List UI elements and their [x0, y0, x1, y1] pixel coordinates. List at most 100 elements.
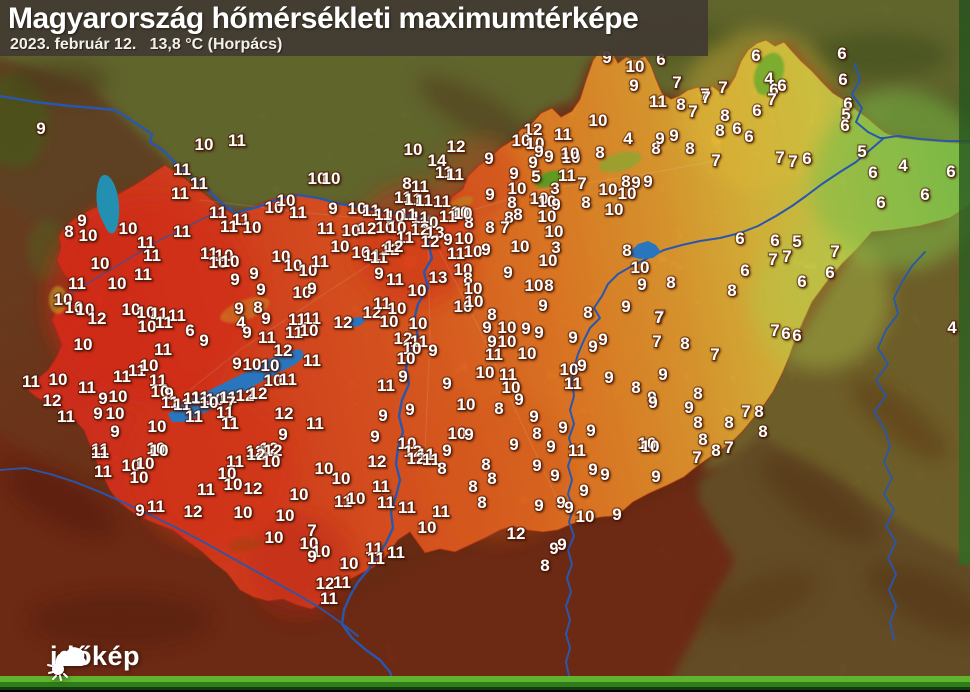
- station-temp-label: 5: [531, 167, 540, 186]
- station-temp-label: 10: [525, 276, 544, 295]
- station-temp-label: 7: [500, 218, 509, 237]
- station-temp-label: 10: [512, 131, 531, 150]
- station-temp-label: 10: [631, 258, 650, 277]
- station-temp-label: 10: [511, 237, 530, 256]
- station-temp-label: 8: [621, 172, 630, 191]
- station-temp-label: 11: [554, 125, 572, 144]
- station-temp-label: 10: [457, 395, 476, 414]
- station-temp-label: 10: [530, 189, 549, 208]
- station-temp-label: 10: [322, 169, 341, 188]
- station-temp-label: 11: [185, 407, 203, 426]
- station-temp-label: 6: [740, 261, 749, 280]
- station-temp-label: 11: [306, 414, 324, 433]
- station-temp-label: 10: [108, 274, 127, 293]
- station-temp-label: 11: [372, 477, 390, 496]
- station-temp-label: 10: [243, 218, 262, 237]
- station-temp-label: 10: [122, 300, 141, 319]
- station-temp-label: 10: [465, 292, 484, 311]
- station-temp-label: 11: [422, 450, 440, 469]
- station-temp-label: 10: [200, 393, 219, 412]
- station-temp-label: 6: [735, 229, 744, 248]
- station-temp-label: 10: [398, 434, 417, 453]
- station-temp-label: 9: [249, 264, 258, 283]
- station-temp-label: 10: [451, 203, 470, 222]
- station-temp-label: 11: [365, 539, 383, 558]
- station-temp-label: 9: [534, 496, 543, 515]
- station-temp-label: 9: [558, 418, 567, 437]
- station-temp-label: 5: [792, 232, 801, 251]
- station-temp-label: 10: [293, 283, 312, 302]
- station-temp-label: 8: [253, 298, 262, 317]
- station-temp-label: 11: [209, 203, 227, 222]
- station-temp-label: 12: [394, 329, 413, 348]
- station-temp-label: 8: [504, 208, 513, 227]
- station-temp-label: 8: [754, 402, 763, 421]
- station-temp-label: 11: [394, 188, 412, 207]
- station-temp-label: 9: [487, 332, 496, 351]
- station-temp-label: 10: [538, 192, 557, 211]
- station-temp-label: 9: [629, 76, 638, 95]
- station-temp-label: 10: [340, 554, 359, 573]
- station-temp-label: 11: [435, 163, 453, 182]
- station-temp-label: 11: [303, 309, 321, 328]
- station-temp-label: 10: [502, 378, 521, 397]
- station-temp-label: 9: [588, 337, 597, 356]
- station-temp-label: 6: [792, 326, 801, 345]
- station-temp-label: 11: [288, 310, 306, 329]
- station-temp-label: 9: [256, 280, 265, 299]
- station-temp-label: 10: [130, 468, 149, 487]
- station-temp-label: 11: [226, 452, 244, 471]
- station-temp-label: 9: [307, 547, 316, 566]
- station-temp-label: 11: [91, 443, 109, 462]
- station-temp-label: 9: [242, 323, 251, 342]
- station-temp-label: 10: [315, 459, 334, 478]
- station-temp-label: 7: [724, 438, 733, 457]
- station-temp-label: 8: [485, 218, 494, 237]
- station-temp-label: 9: [509, 164, 518, 183]
- station-temp-label: 7: [654, 308, 663, 327]
- station-temp-label: 11: [564, 374, 582, 393]
- station-temp-label: 10: [243, 355, 262, 374]
- station-temp-label: 10: [109, 387, 128, 406]
- station-temp-label: 11: [399, 205, 417, 224]
- station-temp-label: 10: [308, 169, 327, 188]
- station-temp-label: 12: [246, 442, 265, 461]
- station-temp-label: 11: [333, 573, 351, 592]
- station-temp-label: 9: [464, 425, 473, 444]
- station-temp-label: 10: [560, 360, 579, 379]
- station-temp-label: 9: [529, 407, 538, 426]
- station-temp-label: 9: [669, 126, 678, 145]
- station-temp-label: 10: [49, 370, 68, 389]
- station-temp-label: 11: [387, 543, 405, 562]
- station-temp-label: 10: [454, 297, 473, 316]
- station-temp-label: 10: [409, 314, 428, 333]
- station-temp-label: 10: [195, 135, 214, 154]
- station-temp-label: 10: [147, 439, 166, 458]
- station-temp-label: 9: [405, 400, 414, 419]
- station-temp-label: 10: [284, 256, 303, 275]
- station-temp-label: 10: [538, 207, 557, 226]
- station-temp-label: 10: [136, 454, 155, 473]
- station-temp-label: 11: [232, 210, 250, 229]
- station-temp-label: 12: [411, 220, 430, 239]
- station-temp-label: 8: [487, 305, 496, 324]
- station-temp-label: 11: [317, 219, 335, 238]
- station-temp-label: 11: [447, 244, 465, 263]
- station-temp-label: 10: [454, 260, 473, 279]
- station-temp-label: 9: [443, 230, 452, 249]
- station-temp-label: 12: [274, 341, 293, 360]
- station-temp-label: 10: [148, 417, 167, 436]
- station-temp-label: 11: [228, 131, 246, 150]
- station-temp-label: 11: [377, 376, 395, 395]
- station-temp-label: 6: [843, 94, 852, 113]
- map-title: Magyarország hőmérsékleti maximumtérképe: [8, 2, 639, 35]
- station-temp-label: 8: [513, 205, 522, 224]
- station-temp-label: 11: [446, 165, 464, 184]
- station-temp-label: 10: [312, 542, 331, 561]
- station-temp-label: 6: [777, 76, 786, 95]
- station-temp-label: 6: [752, 101, 761, 120]
- station-temp-label: 11: [363, 246, 381, 265]
- station-temp-label: 9: [230, 270, 239, 289]
- station-temp-label: 11: [404, 190, 422, 209]
